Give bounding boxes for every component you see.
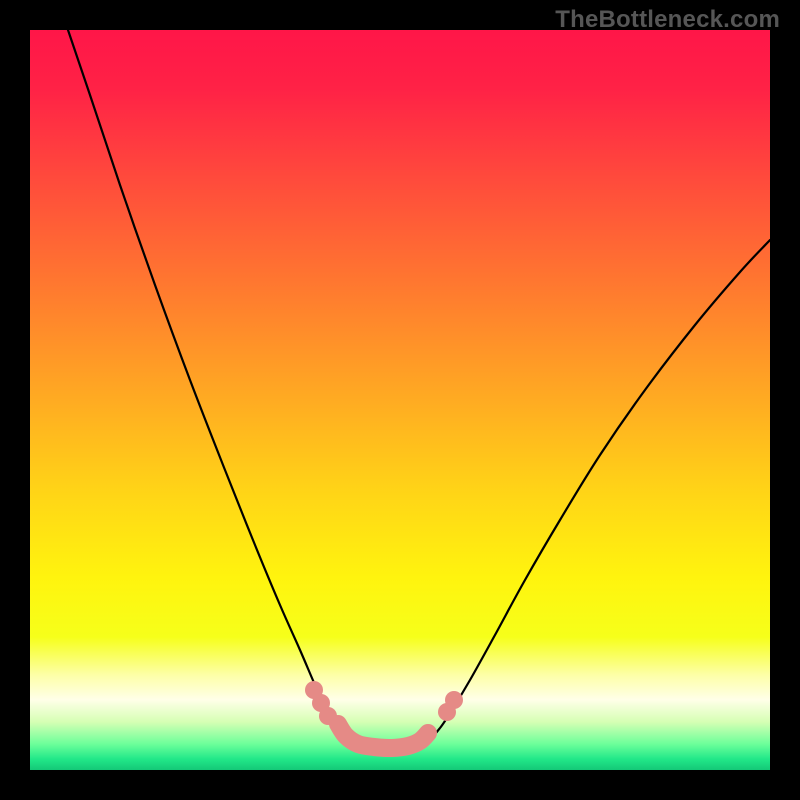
curves-layer: [0, 0, 800, 800]
valley-highlight-dot: [445, 691, 463, 709]
valley-highlight-dot: [319, 707, 337, 725]
bottleneck-curve: [68, 30, 770, 746]
watermark-text: TheBottleneck.com: [555, 6, 780, 34]
valley-highlight-stroke: [338, 724, 428, 748]
